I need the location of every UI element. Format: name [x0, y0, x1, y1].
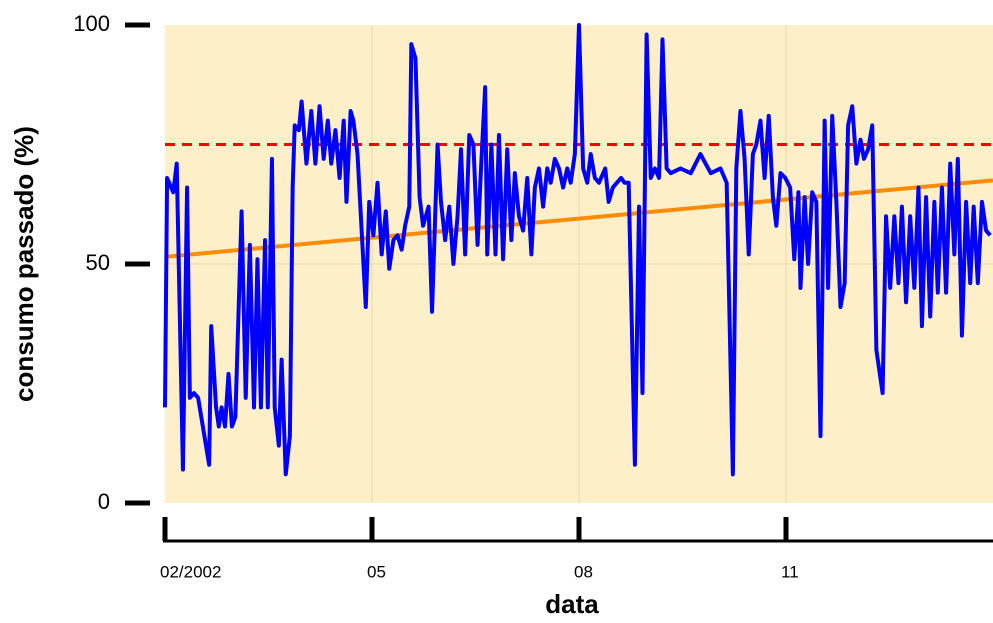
- y-axis-label: consumo passado (%): [9, 126, 39, 402]
- line-series: [163, 23, 992, 477]
- x-axis-label: data: [545, 589, 599, 619]
- y-tick-label: 50: [86, 250, 110, 275]
- line-series: [164, 178, 993, 259]
- x-tick-label: 05: [367, 562, 386, 581]
- y-tick-label: 0: [98, 489, 110, 514]
- y-tick-label: 100: [73, 11, 110, 36]
- x-tick-label: 02/2002: [160, 562, 221, 581]
- x-tick-label: 08: [574, 562, 593, 581]
- x-tick-label: 11: [781, 562, 799, 581]
